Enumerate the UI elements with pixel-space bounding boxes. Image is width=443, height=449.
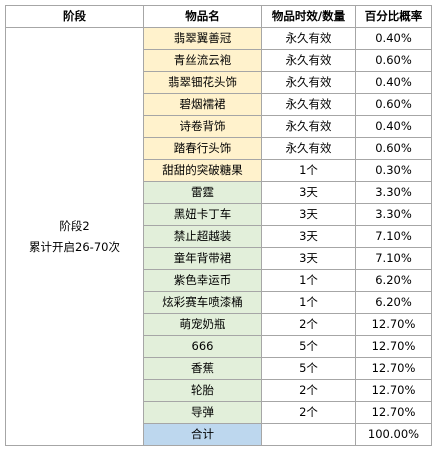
item-name-cell: 轮胎 — [143, 379, 262, 402]
item-percentage-cell: 12.70% — [355, 357, 432, 380]
item-duration-cell: 5个 — [261, 335, 356, 358]
table-row: 青丝流云袍 永久有效 0.60% — [6, 49, 432, 72]
item-duration-cell: 3天 — [261, 181, 356, 204]
item-name-cell: 甜甜的突破糖果 — [143, 159, 262, 182]
table-row: 炫彩赛车喷漆桶 1个 6.20% — [6, 291, 432, 314]
item-duration-cell: 2个 — [261, 379, 356, 402]
table-row: 阶段2 累计开启26-70次 翡翠翼善冠 永久有效 0.40% — [5, 27, 432, 446]
table-row: 黑妞卡丁车 3天 3.30% — [6, 203, 432, 226]
header-item-name: 物品名 — [143, 5, 262, 28]
table-row: 雷霆 3天 3.30% — [6, 181, 432, 204]
item-name-cell: 炫彩赛车喷漆桶 — [143, 291, 262, 314]
item-name-cell: 青丝流云袍 — [143, 49, 262, 72]
total-row: 合计 100.00% — [6, 423, 432, 446]
total-percentage: 100.00% — [355, 423, 432, 446]
item-duration-cell: 1个 — [261, 269, 356, 292]
table-row: 666 5个 12.70% — [6, 335, 432, 358]
probability-table: 阶段 物品名 物品时效/数量 百分比概率 阶段2 累计开启26-70次 翡翠翼善冠永… — [5, 5, 432, 446]
table-row: 紫色幸运币 1个 6.20% — [6, 269, 432, 292]
item-percentage-cell: 0.60% — [355, 49, 432, 72]
item-duration-cell: 3天 — [261, 247, 356, 270]
item-percentage-cell: 0.40% — [355, 71, 432, 94]
item-duration-cell: 永久有效 — [261, 71, 356, 94]
item-percentage-cell: 7.10% — [355, 225, 432, 248]
item-duration-cell: 永久有效 — [261, 137, 356, 160]
item-name-cell: 翡翠翼善冠 — [143, 27, 262, 50]
item-duration-cell: 永久有效 — [261, 93, 356, 116]
item-name-cell: 碧烟襦裙 — [143, 93, 262, 116]
item-percentage-cell: 12.70% — [355, 335, 432, 358]
stage-cell: 阶段2 累计开启26-70次 — [5, 27, 144, 446]
item-duration-cell: 3天 — [261, 203, 356, 226]
item-duration-cell: 2个 — [261, 313, 356, 336]
item-name-cell: 踏春行头饰 — [143, 137, 262, 160]
item-name-cell: 导弹 — [143, 401, 262, 424]
item-percentage-cell: 12.70% — [355, 401, 432, 424]
item-name-cell: 黑妞卡丁车 — [143, 203, 262, 226]
item-percentage-cell: 6.20% — [355, 269, 432, 292]
item-name-cell: 香蕉 — [143, 357, 262, 380]
item-percentage-cell: 0.60% — [355, 137, 432, 160]
item-duration-cell: 5个 — [261, 357, 356, 380]
item-name-cell: 雷霆 — [143, 181, 262, 204]
header-percentage: 百分比概率 — [355, 5, 432, 28]
total-duration-cell — [261, 423, 356, 446]
table-row: 甜甜的突破糖果 1个 0.30% — [6, 159, 432, 182]
item-percentage-cell: 0.60% — [355, 93, 432, 116]
header-row: 阶段 物品名 物品时效/数量 百分比概率 — [5, 5, 432, 28]
item-percentage-cell: 0.40% — [355, 27, 432, 50]
item-name-cell: 666 — [143, 335, 262, 358]
item-percentage-cell: 6.20% — [355, 291, 432, 314]
item-duration-cell: 3天 — [261, 225, 356, 248]
table-row: 诗卷背饰 永久有效 0.40% — [6, 115, 432, 138]
item-percentage-cell: 12.70% — [355, 379, 432, 402]
item-percentage-cell: 3.30% — [355, 181, 432, 204]
item-duration-cell: 2个 — [261, 401, 356, 424]
item-percentage-cell: 3.30% — [355, 203, 432, 226]
item-name-cell: 禁止超越装 — [143, 225, 262, 248]
item-percentage-cell: 12.70% — [355, 313, 432, 336]
stage-open-range: 累计开启26-70次 — [29, 239, 120, 254]
item-duration-cell: 永久有效 — [261, 49, 356, 72]
item-percentage-cell: 7.10% — [355, 247, 432, 270]
item-name-cell: 萌宠奶瓶 — [143, 313, 262, 336]
item-percentage-cell: 0.30% — [355, 159, 432, 182]
header-stage: 阶段 — [5, 5, 144, 28]
item-duration-cell: 1个 — [261, 159, 356, 182]
table-row: 碧烟襦裙 永久有效 0.60% — [6, 93, 432, 116]
item-name-cell: 翡翠钿花头饰 — [143, 71, 262, 94]
item-duration-cell: 永久有效 — [261, 27, 356, 50]
item-duration-cell: 1个 — [261, 291, 356, 314]
item-percentage-cell: 0.40% — [355, 115, 432, 138]
item-name-cell: 童年背带裙 — [143, 247, 262, 270]
table-body: 阶段2 累计开启26-70次 翡翠翼善冠 永久有效 0.40% 青丝流云袍 永久有效 0.60… — [5, 27, 432, 446]
item-duration-cell: 永久有效 — [261, 115, 356, 138]
header-duration-quantity: 物品时效/数量 — [261, 5, 356, 28]
item-name-cell: 紫色幸运币 — [143, 269, 262, 292]
table-row: 萌宠奶瓶 2个 12.70% — [6, 313, 432, 336]
item-name-cell: 诗卷背饰 — [143, 115, 262, 138]
total-label: 合计 — [143, 423, 262, 446]
stage-name: 阶段2 — [59, 218, 90, 233]
table-row: 香蕉 5个 12.70% — [6, 357, 432, 380]
